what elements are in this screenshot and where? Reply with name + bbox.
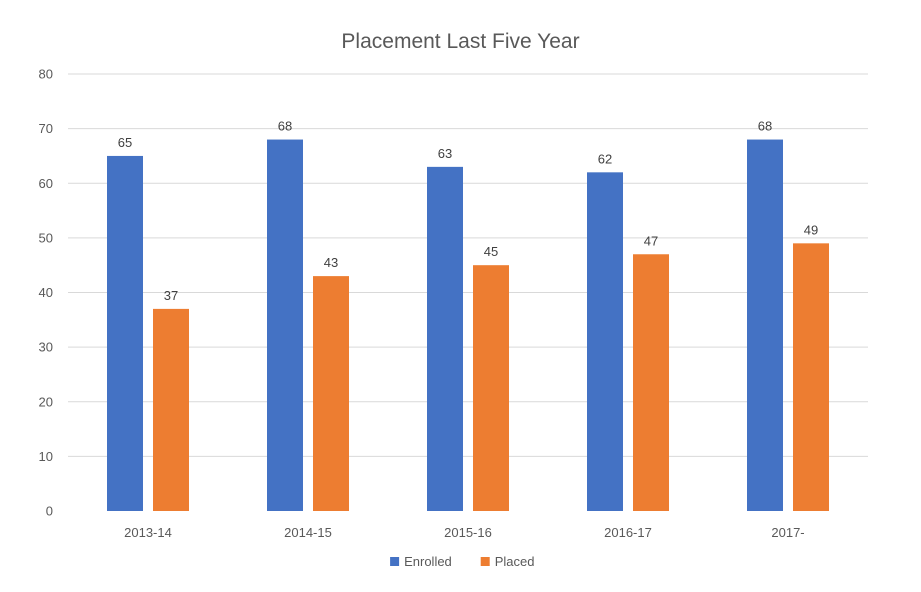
gridlines — [68, 73, 868, 457]
data-label: 65 — [118, 135, 132, 150]
x-tick-label: 2016-17 — [604, 525, 652, 540]
y-tick-label: 70 — [39, 121, 53, 136]
legend-label-enrolled: Enrolled — [404, 554, 452, 569]
y-tick-label: 40 — [39, 285, 53, 300]
data-label: 68 — [278, 119, 292, 134]
y-tick-label: 80 — [39, 67, 53, 82]
data-labels: 65 37 68 43 63 45 62 47 68 49 — [118, 119, 818, 303]
x-tick-label: 2013-14 — [124, 525, 172, 540]
bar-placed-2017- — [793, 243, 829, 511]
bar-placed-2013-14 — [153, 308, 189, 511]
legend: Enrolled Placed — [390, 554, 534, 569]
data-label: 62 — [598, 151, 612, 166]
data-label: 45 — [484, 244, 498, 259]
y-tick-label: 30 — [39, 340, 53, 355]
chart-title: Placement Last Five Year — [341, 30, 580, 53]
legend-label-placed: Placed — [495, 554, 535, 569]
bar-enrolled-2013-14 — [107, 155, 143, 511]
data-label: 63 — [438, 146, 452, 161]
bar-placed-2016-17 — [633, 254, 669, 511]
y-tick-label: 0 — [46, 504, 53, 519]
legend-swatch-placed — [480, 557, 490, 566]
y-tick-label: 10 — [39, 449, 53, 464]
y-tick-label: 50 — [39, 230, 53, 245]
data-label: 47 — [644, 233, 658, 248]
bar-placed-2015-16 — [473, 265, 509, 511]
bar-enrolled-2017- — [747, 139, 783, 512]
bar-enrolled-2015-16 — [427, 166, 463, 512]
x-axis-ticks: 2013-14 2014-15 2015-16 2016-17 2017- — [124, 525, 804, 540]
data-label: 43 — [324, 255, 338, 270]
bars — [107, 139, 829, 512]
y-axis-ticks: 0 10 20 30 40 50 60 70 80 — [39, 67, 53, 519]
bar-placed-2014-15 — [313, 276, 349, 511]
bar-enrolled-2016-17 — [587, 172, 623, 511]
y-tick-label: 20 — [39, 394, 53, 409]
x-tick-label: 2015-16 — [444, 525, 492, 540]
legend-swatch-enrolled — [390, 557, 400, 566]
data-label: 37 — [164, 288, 178, 303]
bar-enrolled-2014-15 — [267, 139, 303, 512]
x-tick-label: 2014-15 — [284, 525, 332, 540]
data-label: 49 — [804, 222, 818, 237]
data-label: 68 — [758, 119, 772, 134]
y-tick-label: 60 — [39, 176, 53, 191]
x-tick-label: 2017- — [771, 525, 804, 540]
